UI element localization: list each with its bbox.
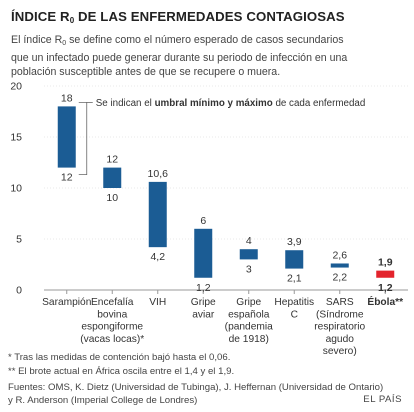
range-bar [330,263,349,268]
max-value-label: 6 [200,215,206,227]
category-label: VIH [149,297,166,308]
category-label: (Síndrome [316,309,364,320]
annotation-text-part: umbral mínimo y máximo [155,98,273,109]
sources-line-1: Fuentes: OMS, K. Dietz (Universidad de T… [8,382,384,393]
max-value-label: 3,9 [287,236,302,248]
min-value-label: 2,1 [287,273,302,285]
range-bar [285,250,304,269]
description-text-rest: se define como el número esperado de cas… [66,34,344,46]
max-value-label: 10,6 [148,168,169,180]
y-tick-label: 20 [10,81,22,93]
y-tick-label: 0 [16,285,22,297]
description-text: El índice R [11,34,63,46]
category-label: (vacas locas)* [80,334,144,345]
max-value-label: 18 [61,92,73,104]
publisher-credit: EL PAÍS [363,394,402,405]
description-line-3: población susceptible antes de que se re… [11,66,281,79]
footnote-2: ** El brote actual en África oscila entr… [8,366,235,377]
description-line-1: El índice R0 se define como el número es… [11,33,409,51]
category-label: de 1918) [229,334,269,345]
max-value-label: 2,6 [332,249,347,261]
y-tick-label: 15 [10,132,22,144]
min-value-label: 1,2 [196,282,211,294]
range-bar [148,181,167,248]
annotation-text-part: Se indican el [96,98,155,109]
category-label: Encefalía [91,297,134,308]
category-label: Gripe [236,297,261,308]
footnote-1: * Tras las medidas de contención bajó ha… [8,352,231,363]
category-label: agudo [326,334,355,345]
category-label: Gripe [191,297,216,308]
max-value-label: 12 [106,154,118,166]
range-bar [194,228,213,278]
range-bar [57,106,76,168]
category-label: Ébola** [367,295,403,308]
y-tick-label: 5 [16,234,22,246]
max-value-label: 1,9 [378,257,393,269]
min-value-label: 10 [106,192,118,204]
range-annotation: Se indican el umbral mínimo y máximo de … [78,98,366,175]
title-subscript: 0 [69,16,75,25]
sources: Fuentes: OMS, K. Dietz (Universidad de T… [8,381,383,407]
range-bar [376,270,395,278]
annotation-text: Se indican el umbral mínimo y máximo de … [96,98,366,109]
category-label: (pandemia [225,322,273,333]
chart-description: El índice R0 se define como el número es… [11,33,409,80]
title-text-rest: DE LAS ENFERMEDADES CONTAGIOSAS [74,9,345,24]
category-label: respiratorio [314,322,365,333]
max-value-label: 4 [246,235,252,247]
title-text: ÍNDICE R [11,9,70,24]
min-value-label: 12 [61,172,73,184]
min-value-label: 4,2 [150,251,165,263]
category-label: aviar [192,309,215,320]
bars: 18 12 12 10 10,6 4,2 6 1,2 4 3 3,9 2,1 2,6 2,2 1,9 1,2 [57,92,395,294]
category-label: C [291,309,298,320]
category-label: SARS [326,297,354,308]
category-label: bovina [97,309,127,320]
category-label: española [228,309,270,320]
y-tick-label: 10 [10,183,22,195]
min-value-label: 2,2 [332,272,347,284]
description-line-2: que un infectado puede generar durante s… [11,52,348,65]
range-bracket [78,102,88,175]
min-value-label: 3 [246,263,252,275]
chart-title: ÍNDICE R0 DE LAS ENFERMEDADES CONTAGIOSA… [11,9,345,25]
range-bar [103,167,122,188]
min-value-label: 1,2 [378,282,393,294]
annotation-text-part: de cada enfermedad [273,98,366,109]
range-bar [239,249,258,260]
x-axis [44,289,408,294]
category-label: Hepatitis [274,297,314,308]
category-label: Sarampión [42,297,91,308]
category-label: severo) [323,346,357,357]
category-label: espongiforme [81,322,143,333]
description-subscript: 0 [62,40,67,47]
sources-line-2: y R. Anderson (Imperial College de Londr… [8,395,198,406]
